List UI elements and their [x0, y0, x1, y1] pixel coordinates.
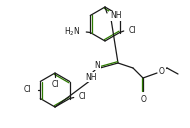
Text: O: O — [141, 95, 147, 104]
Text: N: N — [94, 61, 100, 70]
Text: Cl: Cl — [51, 80, 59, 89]
Text: Cl: Cl — [24, 86, 31, 94]
Text: NH: NH — [85, 72, 97, 82]
Text: H$_2$N: H$_2$N — [64, 25, 80, 38]
Text: NH: NH — [110, 12, 121, 20]
Text: O: O — [159, 67, 165, 76]
Text: Cl: Cl — [79, 92, 86, 101]
Text: Cl: Cl — [129, 26, 136, 35]
